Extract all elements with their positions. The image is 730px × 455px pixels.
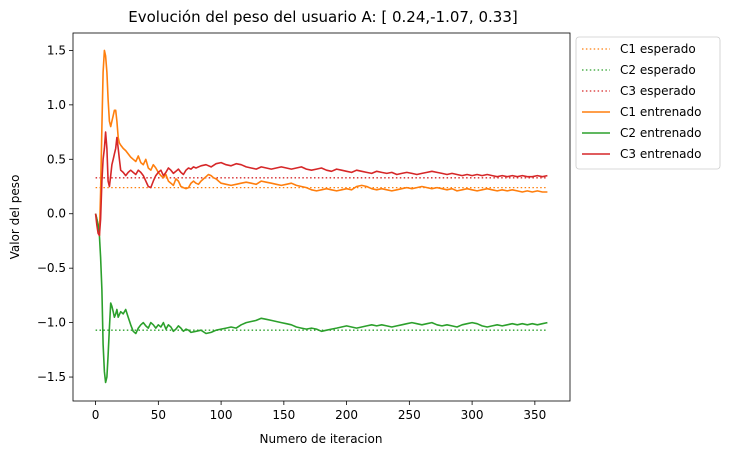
x-tick-label: 200	[335, 408, 358, 422]
x-tick-label: 150	[272, 408, 295, 422]
legend-entry: C1 entrenado	[620, 105, 702, 119]
x-axis-label: Numero de iteracion	[260, 432, 383, 446]
x-tick-label: 350	[523, 408, 546, 422]
x-tick-label: 300	[461, 408, 484, 422]
legend-entry: C3 esperado	[620, 84, 696, 98]
series-line-5	[94, 213, 548, 384]
legend-entry: C2 entrenado	[620, 126, 702, 140]
x-axis: 0 50 100 150 200 250 300 350	[92, 401, 546, 422]
y-axis-label: Valor del peso	[8, 175, 22, 260]
x-tick-label: 50	[151, 408, 166, 422]
legend: C1 esperado C2 esperado C3 esperado C1 entr…	[575, 36, 721, 170]
y-axis: −1.5 −1.0 −0.5 0.0 0.5 1.0 1.5	[37, 43, 73, 384]
x-tick-label: 100	[210, 408, 233, 422]
y-tick-label: −1.5	[37, 370, 66, 384]
x-tick-label: 250	[398, 408, 421, 422]
y-tick-label: −1.0	[37, 316, 66, 330]
chart-title: Evolución del peso del usuario A: [ 0.24…	[128, 8, 517, 26]
series-line-6	[94, 131, 548, 237]
legend-entry: C1 esperado	[620, 42, 696, 56]
y-tick-label: 0.0	[47, 207, 66, 221]
plot-area	[94, 49, 548, 384]
legend-box	[575, 36, 721, 170]
legend-entry: C3 entrenado	[620, 147, 702, 161]
x-tick-label: 0	[92, 408, 100, 422]
series-line-4	[94, 49, 548, 237]
y-tick-label: −0.5	[37, 261, 66, 275]
legend-entry: C2 esperado	[620, 63, 696, 77]
y-tick-label: 1.0	[47, 98, 66, 112]
plot-frame	[72, 32, 571, 402]
y-tick-label: 0.5	[47, 152, 66, 166]
y-tick-label: 1.5	[47, 43, 66, 57]
